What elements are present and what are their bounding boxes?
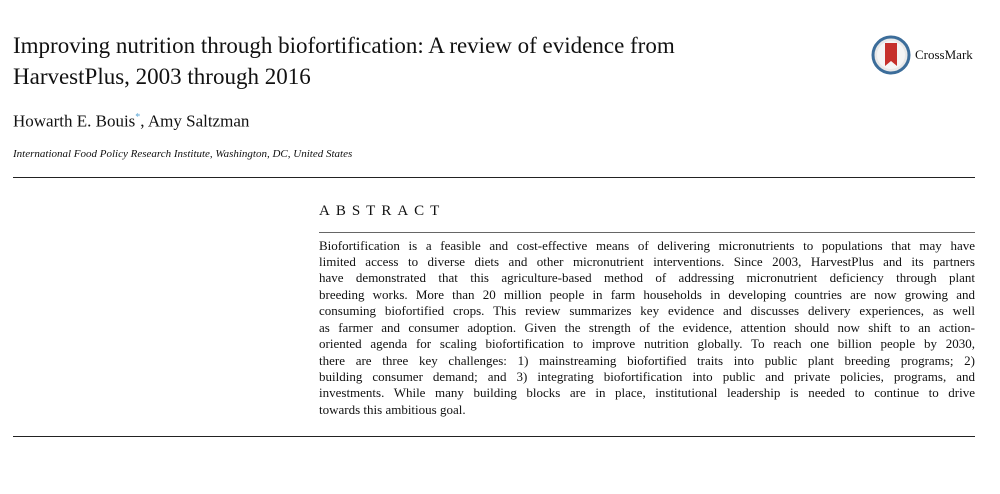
abstract-line: building consumer demand; and 3) integra… <box>319 368 975 384</box>
abstract-line: consuming biofortified crops. This revie… <box>319 303 975 319</box>
crossmark-label: CrossMark <box>915 47 973 62</box>
title-line: HarvestPlus, 2003 through 2016 <box>13 64 311 89</box>
abstract-section: ABSTRACT Biofortification is a feasible … <box>319 202 975 418</box>
abstract-text: Biofortification is a feasible and cost-… <box>319 238 975 418</box>
affiliation: International Food Policy Research Insti… <box>13 147 353 160</box>
abstract-line: towards this ambitious goal. <box>319 401 466 417</box>
abstract-divider <box>319 231 975 233</box>
abstract-heading: ABSTRACT <box>319 202 446 219</box>
article-title: Improving nutrition through biofortifica… <box>13 30 858 92</box>
crossmark-icon <box>871 35 911 75</box>
abstract-line: there are three key challenges: 1) mains… <box>319 352 975 368</box>
abstract-line: as farmer and consumer adoption. Given t… <box>319 319 975 335</box>
header-divider <box>13 176 975 178</box>
author-name[interactable]: Howarth E. Bouis <box>13 111 136 131</box>
abstract-line: limited access to diverse diets and othe… <box>319 254 975 270</box>
article-header: Improving nutrition through biofortifica… <box>13 30 975 438</box>
footer-divider <box>13 436 975 438</box>
author-list: Howarth E. Bouis*, Amy Saltzman <box>13 107 975 133</box>
abstract-line: breeding works. More than 20 million peo… <box>319 286 975 302</box>
abstract-line: Biofortification is a feasible and cost-… <box>319 237 975 253</box>
abstract-line: have demonstrated that this agriculture-… <box>319 270 975 286</box>
abstract-line: oriented agenda for scaling biofortifica… <box>319 336 975 352</box>
author-name[interactable]: , Amy Saltzman <box>140 111 250 131</box>
crossmark-badge[interactable]: CrossMark <box>871 35 973 75</box>
abstract-line: investments. While many building blocks … <box>319 385 975 401</box>
corresponding-author-marker[interactable]: * <box>135 112 141 123</box>
title-line: Improving nutrition through biofortifica… <box>13 33 675 58</box>
